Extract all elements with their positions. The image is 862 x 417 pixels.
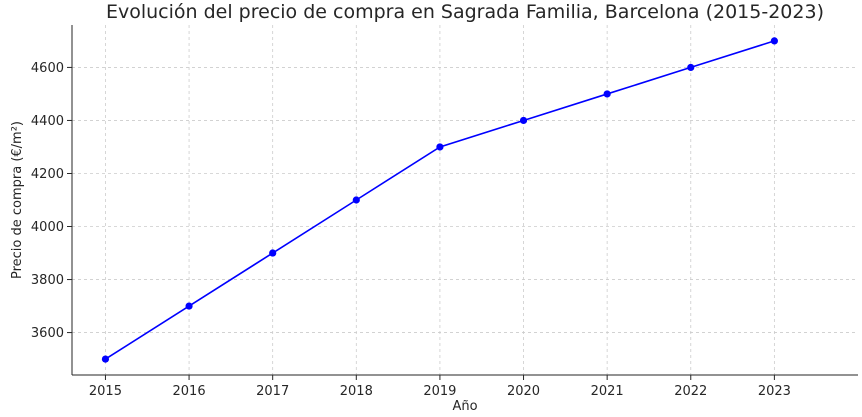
x-axis-label: Año — [452, 399, 477, 414]
x-tick-label: 2016 — [173, 384, 206, 399]
x-tick-label: 2019 — [423, 384, 456, 399]
y-tick-label: 3800 — [31, 273, 64, 288]
data-point — [770, 37, 778, 45]
y-tick-label: 4400 — [31, 114, 64, 129]
axes: 2015 2016 2017 2018 2019 2020 2021 2022 2023 3600… — [31, 25, 858, 399]
data-point — [269, 249, 277, 257]
data-point — [436, 143, 444, 151]
x-tick-label: 2017 — [256, 384, 289, 399]
y-tick-label: 4600 — [31, 61, 64, 76]
data-point — [185, 302, 193, 310]
series-layer — [101, 37, 778, 363]
y-axis-label: Precio de compra (€/m²) — [10, 121, 25, 279]
x-tick-label: 2018 — [340, 384, 373, 399]
y-tick-label: 3600 — [31, 326, 64, 341]
data-point — [519, 116, 528, 125]
data-point — [352, 196, 360, 204]
chart-title: Evolución del precio de compra en Sagrad… — [106, 1, 824, 23]
x-tick-label: 2023 — [758, 384, 791, 399]
y-tick-label: 4200 — [31, 167, 64, 182]
grid — [72, 25, 858, 375]
data-point — [603, 90, 611, 98]
x-tick-label: 2015 — [89, 384, 122, 399]
x-tick-label: 2021 — [591, 384, 624, 399]
x-tick-label: 2022 — [674, 384, 707, 399]
data-point — [687, 63, 695, 72]
x-tick-label: 2020 — [507, 384, 540, 399]
y-tick-label: 4000 — [31, 220, 64, 235]
data-point — [101, 355, 110, 363]
